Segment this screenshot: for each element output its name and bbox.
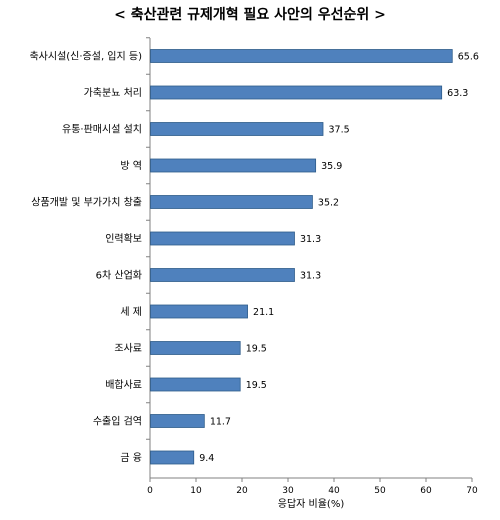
x-tick-label: 40 xyxy=(328,486,340,496)
bar-value-label: 19.5 xyxy=(246,344,267,355)
bar-value-label: 11.7 xyxy=(210,417,231,428)
category-label: 유통·판매시설 설치 xyxy=(62,124,142,136)
x-tick-label: 30 xyxy=(282,486,294,496)
bar-value-label: 21.1 xyxy=(253,307,274,318)
bar-value-label: 35.2 xyxy=(318,198,339,209)
x-axis-title: 응답자 비율(%) xyxy=(278,498,345,510)
category-label: 금 융 xyxy=(120,452,142,464)
bar-value-label: 31.3 xyxy=(300,271,321,282)
x-tick-label: 0 xyxy=(147,486,153,496)
category-label: 축사시설(신·증설, 입지 등) xyxy=(29,50,142,63)
bar-value-label: 63.3 xyxy=(447,88,468,99)
bar xyxy=(150,341,241,355)
bar xyxy=(150,304,248,319)
bar xyxy=(150,377,241,392)
category-label: 조사료 xyxy=(114,343,142,355)
category-label: 방 역 xyxy=(120,160,142,172)
bar-value-label: 19.5 xyxy=(246,380,267,391)
bar xyxy=(150,195,313,209)
category-label: 세 제 xyxy=(120,306,142,318)
bar-value-label: 37.5 xyxy=(329,125,350,136)
chart-title: < 축산관련 규제개혁 필요 사안의 우선순위 > xyxy=(114,7,386,23)
bar xyxy=(150,450,195,465)
bar xyxy=(150,85,443,100)
bar xyxy=(150,122,324,136)
category-label: 가축분뇨 처리 xyxy=(84,87,142,99)
bar-value-label: 35.9 xyxy=(321,161,342,172)
category-label: 수출입 검역 xyxy=(93,415,142,428)
bar xyxy=(150,268,295,282)
bar-value-label: 65.6 xyxy=(458,52,479,63)
x-tick-label: 50 xyxy=(374,486,386,496)
category-label: 상품개발 및 부가가치 창출 xyxy=(31,197,142,209)
category-label: 배합사료 xyxy=(105,379,142,391)
bar xyxy=(150,49,453,63)
x-tick-label: 70 xyxy=(466,486,478,496)
x-tick-label: 10 xyxy=(190,486,202,496)
x-tick-label: 60 xyxy=(420,486,432,496)
category-label: 인력확보 xyxy=(105,233,142,245)
bar xyxy=(150,158,317,173)
bar xyxy=(150,231,295,246)
bar-value-label: 9.4 xyxy=(199,453,214,464)
bar xyxy=(150,414,205,428)
category-label: 6차 산업화 xyxy=(96,269,142,282)
x-tick-label: 20 xyxy=(236,486,248,496)
bar-value-label: 31.3 xyxy=(300,234,321,245)
